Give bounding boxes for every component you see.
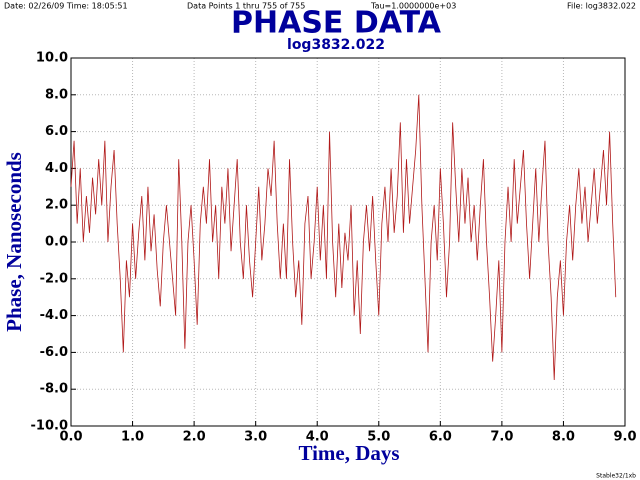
plot-frame: [70, 57, 626, 427]
x-tick-label: 2.0: [183, 430, 206, 445]
y-tick-label: -8.0: [40, 382, 68, 397]
y-tick-label: 8.0: [45, 87, 68, 102]
y-tick-label: -10.0: [31, 419, 68, 434]
x-tick-label: 8.0: [552, 430, 575, 445]
x-tick-label: 7.0: [490, 430, 513, 445]
y-tick-label: -6.0: [40, 345, 68, 360]
x-axis-label: Time, Days: [298, 441, 399, 465]
y-tick-label: 0.0: [45, 235, 68, 250]
x-tick-label: 6.0: [429, 430, 452, 445]
header-date: Date: 02/26/09 Time: 18:05:51: [4, 2, 128, 11]
header-tau: Tau=1.0000000e+03: [370, 2, 456, 11]
header-file: File: log3832.022: [567, 2, 636, 11]
y-tick-label: 6.0: [45, 124, 68, 139]
x-tick-label: 4.0: [306, 430, 329, 445]
chart-title: PHASE DATA: [231, 6, 442, 41]
y-tick-label: -4.0: [40, 308, 68, 323]
footer: Stable32/1xb: [596, 473, 636, 480]
y-tick-label: 2.0: [45, 198, 68, 213]
y-tick-label: -2.0: [40, 271, 68, 286]
y-tick-label: 4.0: [45, 161, 68, 176]
x-tick-label: 1.0: [121, 430, 144, 445]
y-axis-label: Phase, Nanoseconds: [2, 152, 26, 332]
x-tick-label: 0.0: [59, 430, 82, 445]
x-tick-label: 9.0: [613, 430, 636, 445]
data-line: [70, 94, 617, 381]
x-tick-label: 5.0: [367, 430, 390, 445]
x-tick-label: 3.0: [244, 430, 267, 445]
header-points: Data Points 1 thru 755 of 755: [187, 2, 305, 11]
y-tick-label: 10.0: [36, 51, 68, 66]
chart-subtitle: log3832.022: [287, 37, 385, 53]
